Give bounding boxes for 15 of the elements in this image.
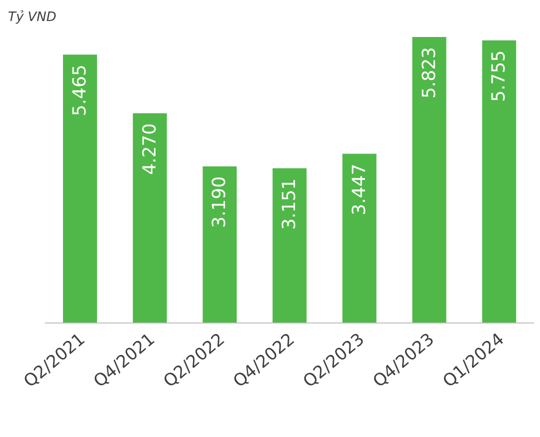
bar <box>202 166 237 323</box>
data-label: 3.447 <box>348 164 370 216</box>
data-label: 5.823 <box>418 47 440 99</box>
bar <box>482 40 516 323</box>
data-label: 5.465 <box>70 64 90 116</box>
y-axis-title: Tỷ VND <box>8 10 56 25</box>
bar <box>412 37 446 323</box>
data-label: 4.270 <box>139 123 160 175</box>
bar <box>63 54 97 323</box>
bar <box>342 154 376 323</box>
data-label: 3.151 <box>279 178 300 230</box>
data-label: 5.755 <box>488 50 510 102</box>
data-label: 3.190 <box>209 176 230 228</box>
bar <box>272 168 307 323</box>
bar <box>132 113 167 323</box>
